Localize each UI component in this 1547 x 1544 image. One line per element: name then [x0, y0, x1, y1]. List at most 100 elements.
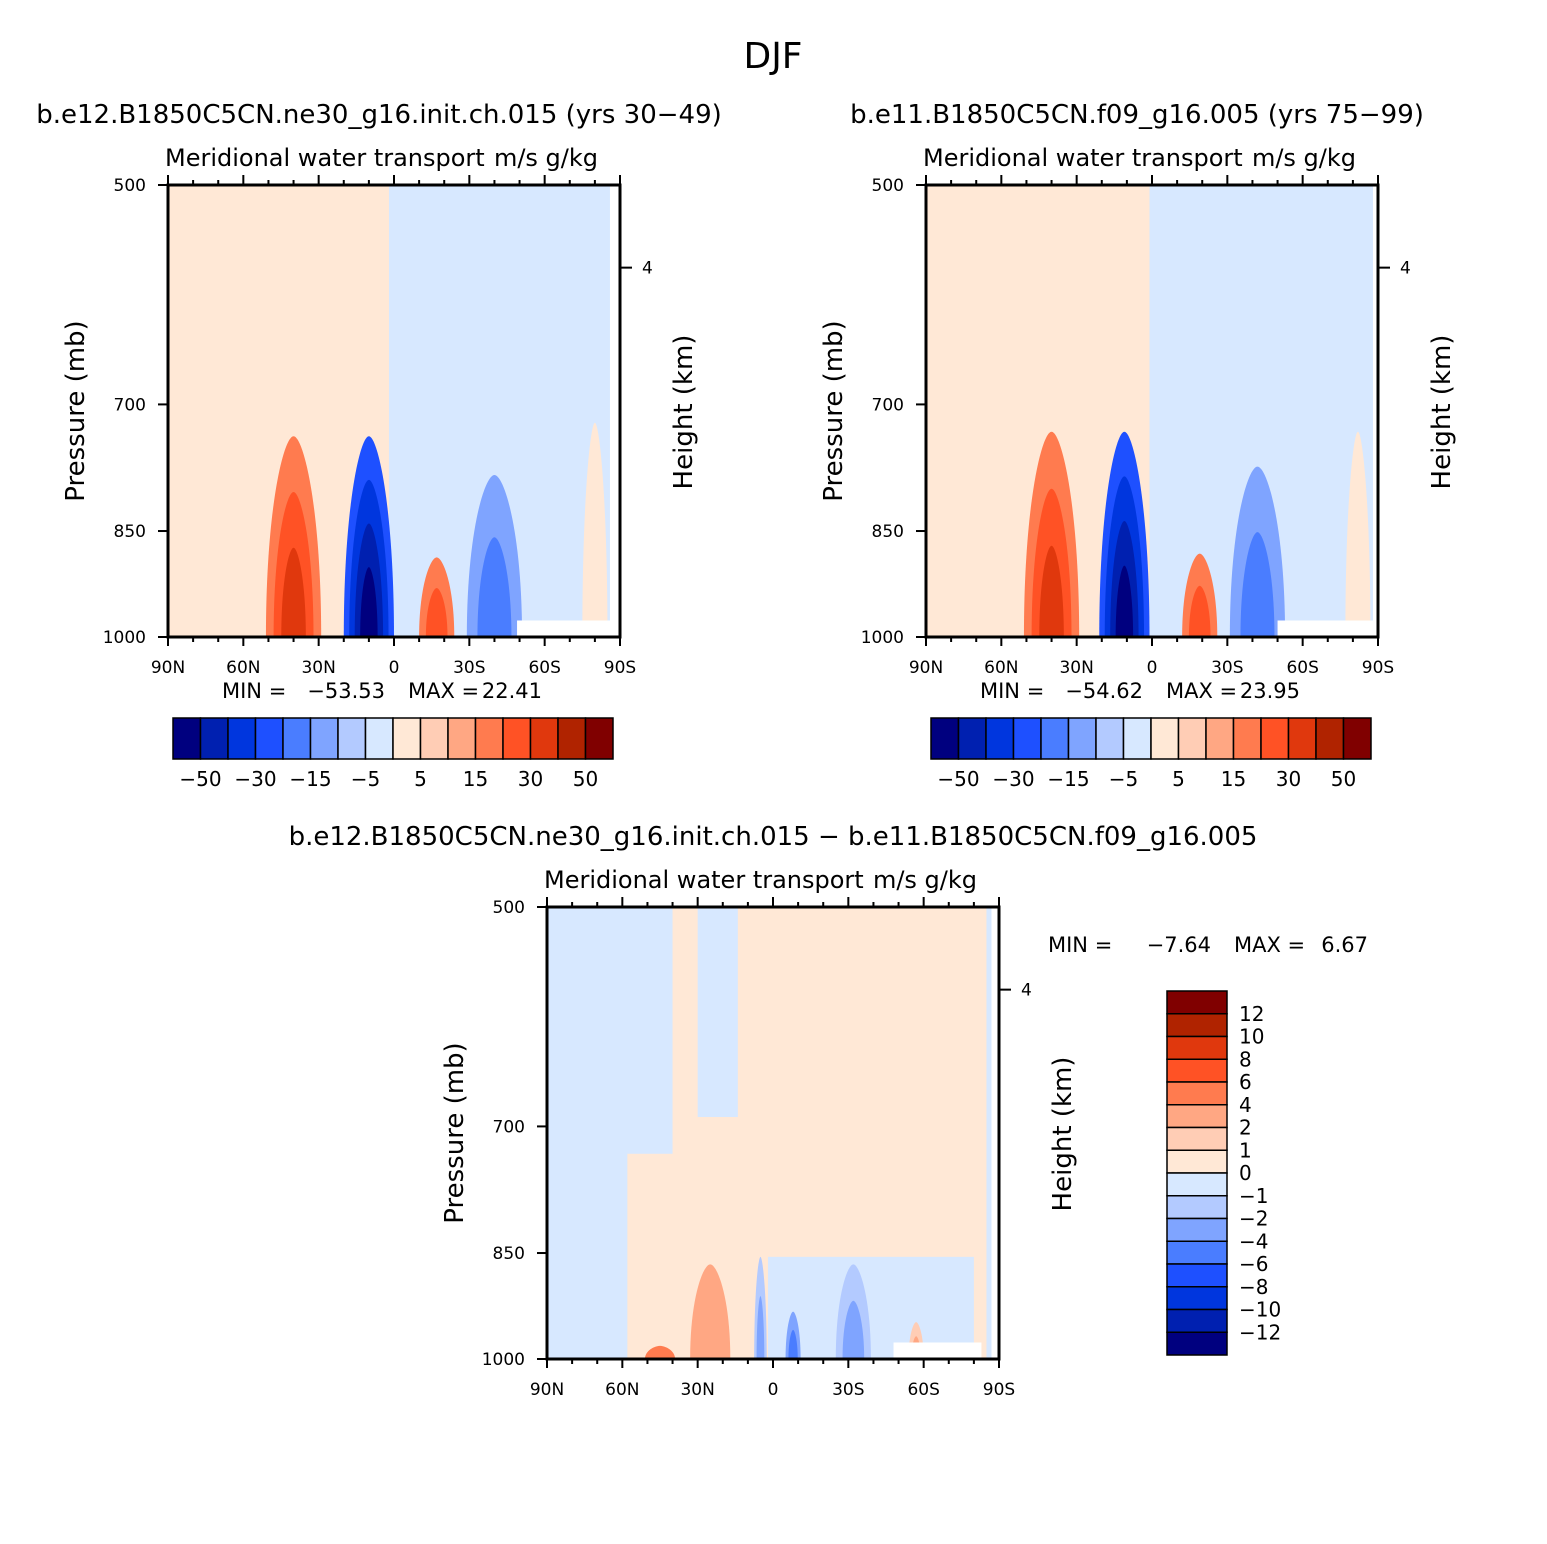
colorbar-box	[957, 717, 987, 760]
x-tick-label: 30S	[1211, 658, 1243, 678]
panel-difference: 90N 60N 30N 0 30S 60S 90S 500 700 850 1000 4 Pressur…	[289, 822, 1368, 1400]
colorbar-label: 50	[573, 767, 598, 791]
contour-cell	[690, 1264, 731, 1359]
colorbar-box	[1166, 1058, 1228, 1083]
contour-cell	[788, 1329, 798, 1359]
sub-right-label: m/s g/kg	[1252, 144, 1356, 172]
contour-cell	[360, 567, 378, 637]
max-label: MAX =	[1166, 679, 1237, 703]
colorbar-label: 30	[1276, 767, 1301, 791]
figure-title: DJF	[743, 36, 802, 77]
missing-data	[893, 1342, 982, 1359]
colorbar-box	[1166, 1104, 1228, 1129]
colorbar-label: 12	[1239, 1002, 1264, 1026]
x-tick-label: 30S	[832, 1380, 864, 1400]
panel-left: 90N 60N 30N 0 30S 60S 90S 500 700 850 1000 4 Pressur…	[36, 100, 722, 791]
colorbar-box	[1166, 1149, 1228, 1174]
colorbar-label: −30	[234, 767, 276, 791]
colorbar-label: 8	[1239, 1047, 1252, 1071]
colorbar-label: −30	[992, 767, 1034, 791]
x-tick-label: 90S	[1362, 658, 1394, 678]
colorbar-box	[1095, 717, 1125, 760]
min-value: −53.53	[307, 679, 385, 703]
contour-region	[767, 1256, 974, 1359]
colorbar-label: −15	[1047, 767, 1089, 791]
missing-data	[991, 907, 999, 1359]
min-label: MIN =	[222, 679, 286, 703]
max-label: MAX =	[408, 679, 479, 703]
colorbar-label: −4	[1239, 1229, 1268, 1253]
colorbar-box	[1150, 717, 1180, 760]
colorbar-box	[502, 717, 532, 760]
colorbar-box	[1166, 1172, 1228, 1197]
colorbar-box	[1315, 717, 1345, 760]
y-axis-label: Pressure (mb)	[61, 320, 91, 501]
max-value: 6.67	[1321, 933, 1368, 957]
sub-left-label: Meridional water transport	[923, 144, 1243, 172]
panel-right: 90N 60N 30N 0 30S 60S 90S 500 700 850 1000 4 Pressur…	[819, 100, 1457, 791]
colorbar-label: 4	[1239, 1093, 1252, 1117]
y-tick-label: 500	[114, 176, 146, 196]
x-tick-label: 90N	[909, 658, 943, 678]
colorbar-label: −50	[937, 767, 979, 791]
colorbar-box	[1205, 717, 1235, 760]
colorbar-label: 6	[1239, 1070, 1252, 1094]
y-right-tick-label: 4	[1400, 259, 1411, 279]
contour-cell	[1115, 565, 1134, 637]
colorbar-label: −15	[289, 767, 331, 791]
y-right-axis-label: Height (km)	[1427, 335, 1457, 490]
colorbar-box	[1122, 717, 1152, 760]
y-tick-label: 850	[872, 522, 904, 542]
colorbar-label: −12	[1239, 1320, 1281, 1344]
y-tick-label: 700	[114, 395, 146, 415]
colorbar-label: 0	[1239, 1161, 1252, 1185]
y-tick-label: 850	[493, 1244, 525, 1264]
max-label: MAX =	[1234, 933, 1305, 957]
colorbar-box	[199, 717, 229, 760]
x-tick-label: 30N	[680, 1380, 714, 1400]
colorbar-label: 15	[463, 767, 488, 791]
colorbar-box	[584, 717, 614, 760]
y-right-tick-label: 4	[642, 259, 653, 279]
colorbar-label: 50	[1331, 767, 1356, 791]
missing-data	[517, 620, 620, 637]
y-tick-label: 700	[872, 395, 904, 415]
x-tick-label: 60S	[528, 658, 560, 678]
colorbar-label: 10	[1239, 1025, 1264, 1049]
colorbar: −50 −30 −15 −5 5 15 30 50	[172, 717, 614, 791]
y-right-axis-label: Height (km)	[1048, 1057, 1078, 1212]
colorbar-box	[1166, 1331, 1228, 1356]
contour-fill	[547, 907, 999, 1359]
max-value: 22.41	[482, 679, 542, 703]
colorbar-label: 15	[1221, 767, 1246, 791]
colorbar-box	[447, 717, 477, 760]
colorbar-label: 5	[1172, 767, 1185, 791]
y-right-tick-label: 4	[1021, 981, 1032, 1001]
colorbar-label: 1	[1239, 1138, 1252, 1162]
colorbar-box	[282, 717, 312, 760]
colorbar-box	[419, 717, 449, 760]
colorbar-box	[1166, 1035, 1228, 1060]
colorbar-box	[1012, 717, 1042, 760]
colorbar-box	[930, 717, 960, 760]
colorbar-box	[1260, 717, 1290, 760]
panel-title: b.e12.B1850C5CN.ne30_g16.init.ch.015 − b…	[289, 822, 1258, 852]
sub-left-label: Meridional water transport	[544, 866, 864, 894]
colorbar-label: −8	[1239, 1275, 1268, 1299]
x-tick-label: 60S	[907, 1380, 939, 1400]
y-tick-label: 1000	[103, 628, 146, 648]
contour-cell	[1240, 532, 1275, 637]
x-tick-label: 30N	[1059, 658, 1093, 678]
colorbar-box	[1067, 717, 1097, 760]
contour-cell	[477, 537, 512, 637]
x-tick-label: 30N	[301, 658, 335, 678]
panel-title: b.e12.B1850C5CN.ne30_g16.init.ch.015 (yr…	[36, 100, 722, 130]
colorbar-box	[254, 717, 284, 760]
x-tick-label: 90N	[530, 1380, 564, 1400]
colorbar-box	[1166, 1013, 1228, 1038]
colorbar-label: −5	[351, 767, 380, 791]
colorbar-box	[1166, 990, 1228, 1015]
missing-data	[1277, 620, 1373, 637]
colorbar-label: 30	[518, 767, 543, 791]
